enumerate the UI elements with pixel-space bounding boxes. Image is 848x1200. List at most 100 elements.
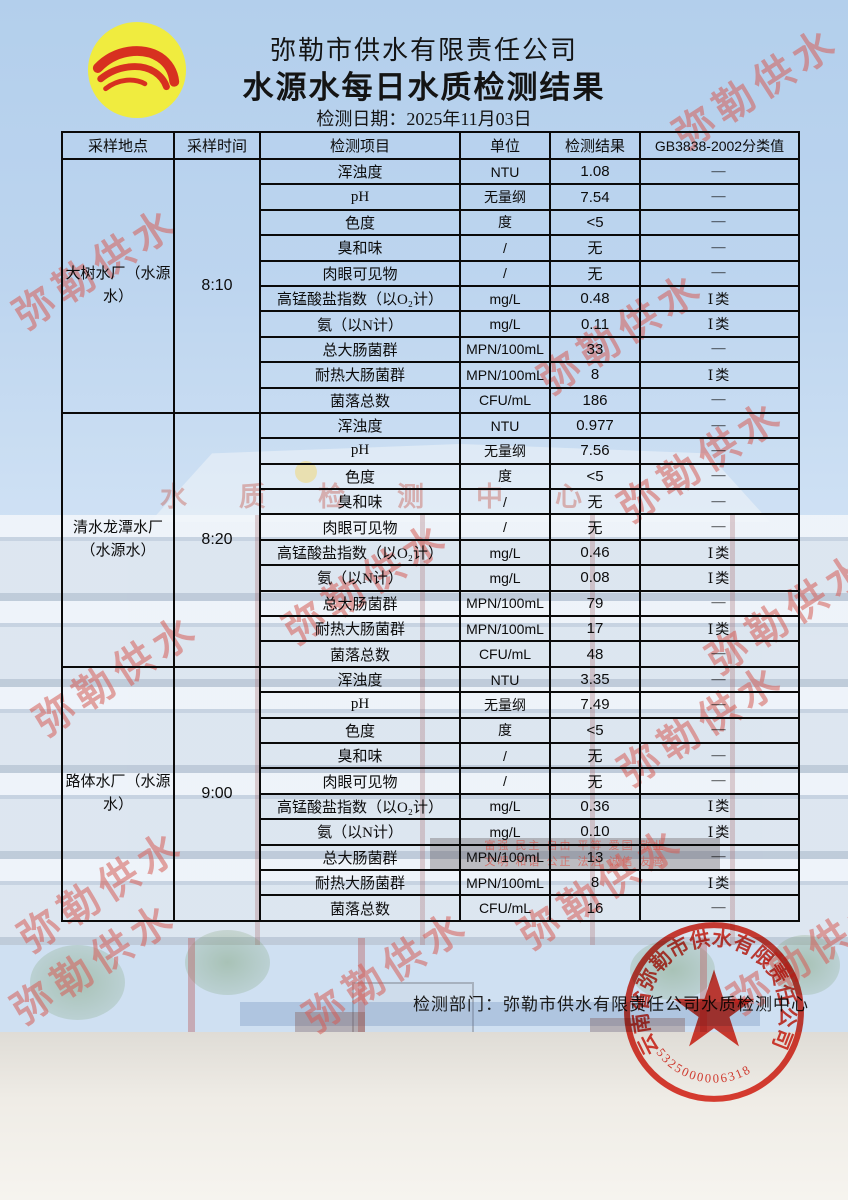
test-item-cell: 色度 [259,462,461,491]
class-cell: — [639,691,800,719]
class-cell: Ⅰ类 [639,361,800,389]
unit-cell: / [459,767,551,795]
unit-cell: MPN/100mL [459,843,551,871]
report-title: 水源水每日水质检测结果 [242,70,606,105]
header-sampling-time: 采样时间 [173,131,261,160]
svg-text:5325000006318: 5325000006318 [654,1046,754,1086]
unit-cell: MPN/100mL [459,361,551,389]
unit-cell: MPN/100mL [459,589,551,618]
result-cell: 13 [549,843,641,871]
class-cell: — [639,157,800,186]
result-cell: 8 [549,361,641,389]
table-row: 总大肠菌群 MPN/100mL 79— [62,589,800,618]
test-item-cell: pH [259,691,461,719]
unit-cell: 无量纲 [459,691,551,719]
result-cell: 无 [549,234,641,262]
table-row: 清水龙潭水厂（水源水） 8:20 浑浊度 NTU 0.977— [61,411,800,668]
class-cell: — [639,589,800,618]
result-cell: 7.49 [549,691,641,719]
table-row: 肉眼可见物 / 无 — [62,259,800,287]
table-row: 大树水厂（水源水） 8:10 浑浊度 NTU 1.08— [61,157,800,414]
test-item-cell: 臭和味 [259,741,461,770]
result-cell: 3.35 [549,665,641,694]
unit-cell: 度 [459,462,551,491]
test-item-cell: 臭和味 [259,234,461,262]
class-cell: — [639,183,800,211]
unit-cell: / [459,741,551,770]
sampling-time-cell: 9:00 [173,665,261,922]
seal-star-icon [673,969,755,1047]
water-quality-table: 采样地点 采样时间 检测项目 单位 检测结果 GB3838-2002分类值 大树… [61,131,800,922]
courtyard-wall [240,1002,760,1026]
header-gb-class: GB3838-2002分类值 [639,131,800,160]
test-item-cell: 色度 [259,716,461,744]
table-row: 耐热大肠菌群 MPN/100mL 8 Ⅰ类 [62,361,800,389]
company-name: 弥勒市供水有限责任公司 [269,36,578,65]
class-cell: — [639,513,800,541]
unit-cell: mg/L [459,310,551,338]
seal-ring [624,922,804,1102]
class-cell: Ⅰ类 [639,284,800,313]
tree [630,940,715,1000]
class-cell: Ⅰ类 [639,538,800,567]
unit-cell: / [459,513,551,541]
unit-cell: MPN/100mL [459,335,551,364]
class-cell: — [639,488,800,516]
class-cell: — [639,767,800,795]
table-row: 肉眼可见物 / 无 — [62,767,800,795]
class-cell: — [639,234,800,262]
result-cell: 0.36 [549,792,641,821]
table-row: 高锰酸盐指数（以O₂计） mg/L 0.48 Ⅰ类 [62,284,800,313]
class-cell: — [639,741,800,770]
class-cell: Ⅰ类 [639,868,800,897]
class-cell: — [639,843,800,871]
test-item-cell: pH [259,183,461,211]
result-cell: <5 [549,208,641,237]
test-item-cell: 肉眼可见物 [259,513,461,541]
class-cell: Ⅰ类 [639,564,800,592]
test-item-cell: 高锰酸盐指数（以O₂计） [259,284,461,313]
result-cell: 186 [549,386,641,414]
result-cell: 无 [549,767,641,795]
table-row: 肉眼可见物 / 无 — [62,513,800,541]
table-row: 臭和味 / 无 — [62,488,800,516]
sampling-time-cell: 8:10 [173,158,261,414]
result-cell: 1.08 [549,157,641,186]
result-cell: 无 [549,513,641,541]
table-header-row: 采样地点 采样时间 检测项目 单位 检测结果 GB3838-2002分类值 [61,131,800,160]
result-cell: 无 [549,488,641,516]
header-unit: 单位 [459,131,551,160]
unit-cell: / [459,259,551,287]
pavement-ground [0,1032,848,1200]
unit-cell: 无量纲 [459,183,551,211]
test-item-cell: 肉眼可见物 [259,259,461,287]
test-item-cell: 臭和味 [259,488,461,516]
table-row: 氨（以N计） mg/L 0.08 Ⅰ类 [62,564,800,592]
class-cell: — [639,437,800,465]
table-row: 菌落总数 CFU/mL 16— [62,894,800,922]
class-cell: — [639,665,800,694]
unit-cell: / [459,488,551,516]
result-cell: 17 [549,615,641,643]
table-row: 臭和味 / 无 — [62,741,800,770]
result-cell: 0.977 [549,411,641,440]
test-item-cell: 耐热大肠菌群 [259,615,461,643]
test-item-cell: 肉眼可见物 [259,767,461,795]
table-row: pH 无量纲 7.56— [62,437,800,465]
table-row: pH 无量纲 7.49— [62,691,800,719]
unit-cell: MPN/100mL [459,615,551,643]
class-cell: Ⅰ类 [639,818,800,846]
unit-cell: 度 [459,716,551,744]
unit-cell: CFU/mL [459,894,551,922]
table-row: 耐热大肠菌群 MPN/100mL 8 Ⅰ类 [62,868,800,897]
table-row: 色度度 <5— [62,716,800,744]
table-row: 氨（以N计） mg/L 0.10 Ⅰ类 [62,818,800,846]
tree [185,930,270,995]
result-cell: 0.10 [549,818,641,846]
header-test-item: 检测项目 [259,131,461,160]
test-item-cell: 总大肠菌群 [259,589,461,618]
test-item-cell: 高锰酸盐指数（以O₂计） [259,538,461,567]
unit-cell: NTU [459,411,551,440]
result-cell: <5 [549,716,641,744]
table-body: 大树水厂（水源水） 8:10 浑浊度 NTU 1.08— pH 无量纲 7.54— 色度度 <5—… [61,157,800,922]
